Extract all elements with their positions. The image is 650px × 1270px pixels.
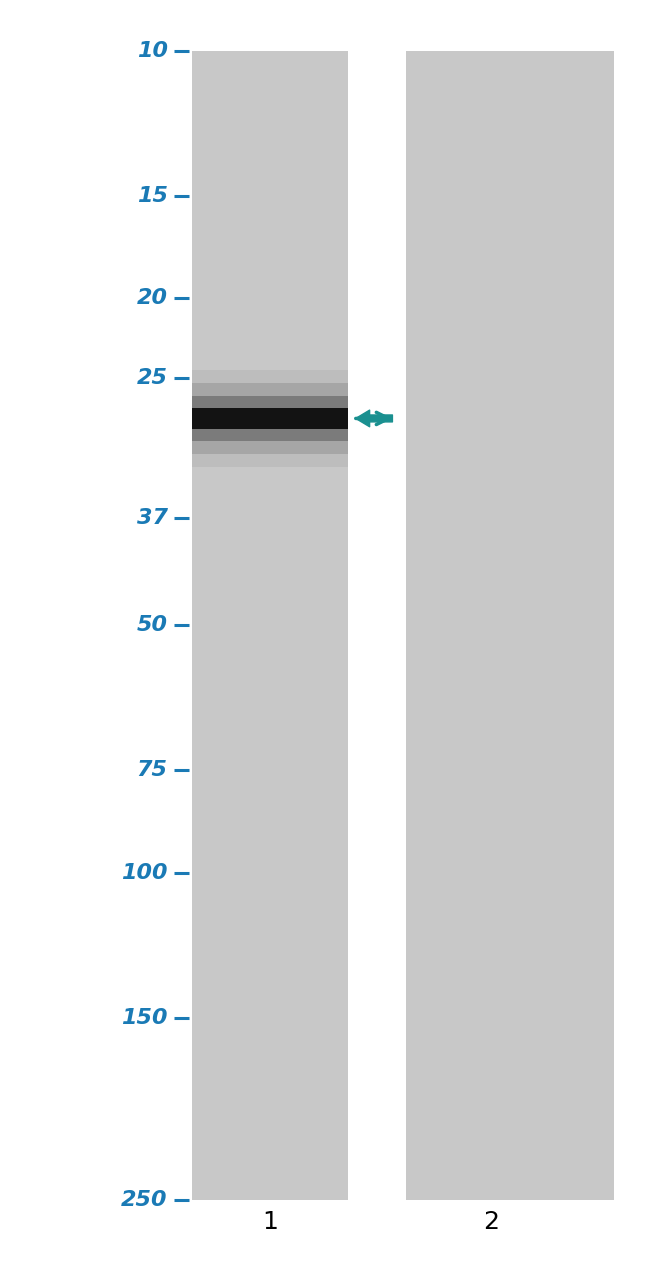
Text: 15: 15 <box>136 185 168 206</box>
Bar <box>192 382 348 453</box>
Bar <box>192 370 348 466</box>
Text: 100: 100 <box>121 864 168 883</box>
Bar <box>406 51 614 1200</box>
Text: 150: 150 <box>121 1008 168 1027</box>
Bar <box>192 395 348 441</box>
Bar <box>192 408 348 428</box>
Text: 25: 25 <box>136 368 168 387</box>
Text: 50: 50 <box>136 616 168 635</box>
Text: 37: 37 <box>136 508 168 528</box>
Text: 2: 2 <box>483 1210 499 1233</box>
Text: 10: 10 <box>136 41 168 61</box>
FancyArrowPatch shape <box>356 410 393 427</box>
Text: 1: 1 <box>262 1210 278 1233</box>
Text: 250: 250 <box>121 1190 168 1210</box>
Bar <box>192 51 348 1200</box>
Text: 75: 75 <box>136 761 168 780</box>
Text: 20: 20 <box>136 288 168 309</box>
